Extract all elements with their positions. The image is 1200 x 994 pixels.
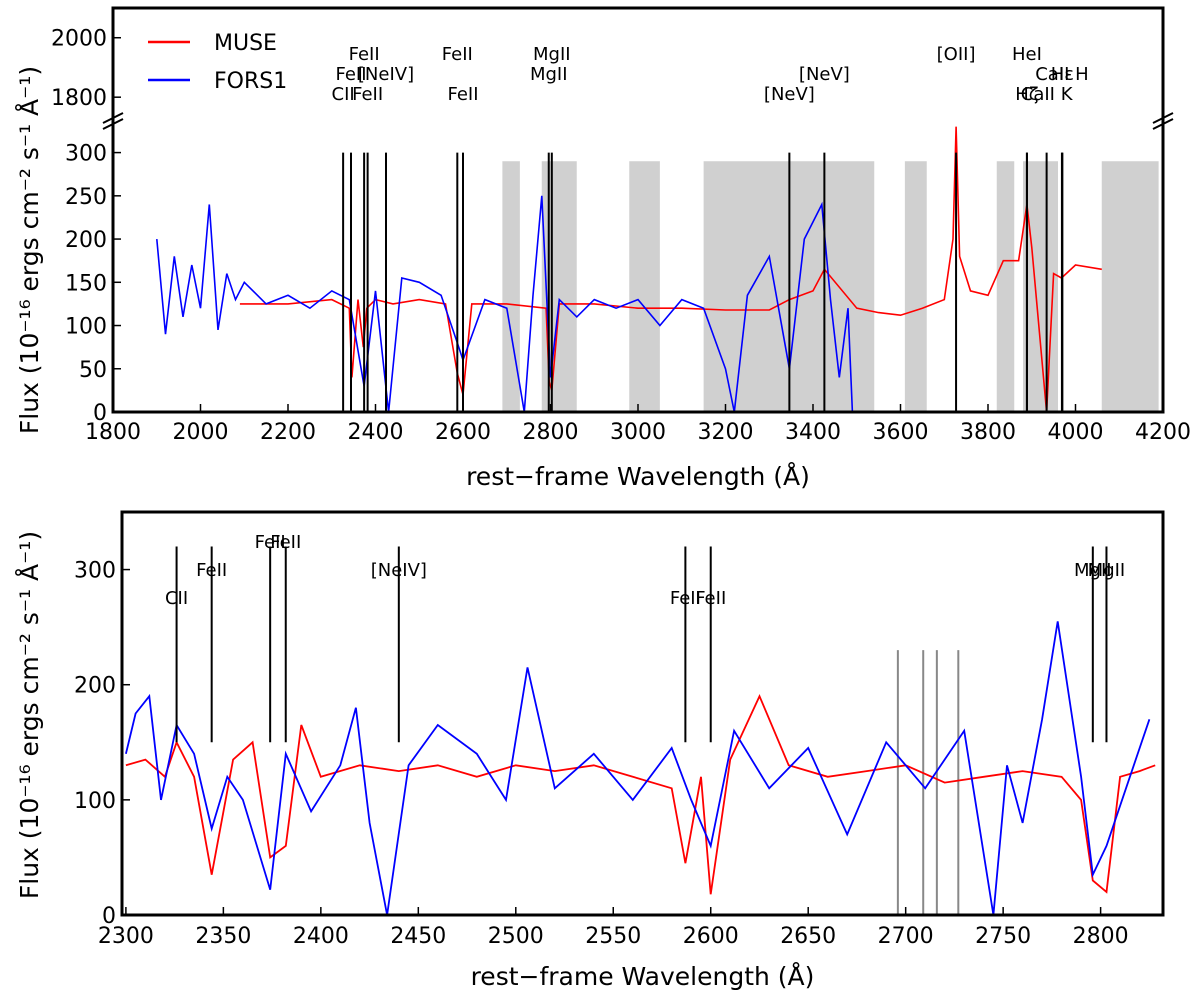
x-tick-label: 1800 bbox=[85, 420, 141, 445]
emission-line-label: FeII bbox=[196, 560, 227, 581]
y-axis-title: Flux (10⁻¹⁶ ergs cm⁻² s⁻¹ Å⁻¹) bbox=[15, 531, 44, 899]
masked-region bbox=[996, 161, 1015, 412]
emission-line-label: Hε bbox=[1051, 64, 1074, 85]
y-tick-label: 1800 bbox=[51, 86, 107, 111]
y-tick-label: 200 bbox=[65, 228, 107, 253]
x-tick-label: 2800 bbox=[1073, 924, 1129, 949]
emission-line-label: FeII bbox=[270, 532, 301, 553]
emission-line-label: FeII bbox=[442, 44, 473, 65]
axis-break-mark bbox=[1152, 112, 1174, 130]
masked-region bbox=[1101, 161, 1159, 412]
masked-region bbox=[904, 161, 927, 412]
x-axis-title: rest−frame Wavelength (Å) bbox=[466, 462, 810, 491]
emission-line-label: [NeIV] bbox=[358, 64, 414, 85]
series-line-fors1 bbox=[156, 195, 854, 413]
masked-region bbox=[629, 161, 660, 412]
y-tick-label: 100 bbox=[74, 789, 116, 814]
y-tick-label: 200 bbox=[74, 674, 116, 699]
series-line-muse bbox=[239, 126, 1102, 413]
legend-label: MUSE bbox=[214, 31, 277, 56]
x-tick-label: 2550 bbox=[585, 924, 641, 949]
x-tick-label: 4200 bbox=[1135, 420, 1191, 445]
emission-line-label: CaII K bbox=[1021, 84, 1074, 105]
x-tick-label: 3400 bbox=[785, 420, 841, 445]
emission-line-label: CII bbox=[332, 84, 355, 105]
series-line-fors1 bbox=[125, 621, 1151, 916]
emission-line-label: HeI bbox=[1012, 44, 1042, 65]
series-line-muse bbox=[125, 693, 1156, 895]
top-panel: CIIFeIIFeIIFeII[NeIV]FeIIFeIIMgIIMgII[Ne… bbox=[15, 6, 1191, 491]
y-tick-label: 2000 bbox=[51, 27, 107, 52]
y-tick-label: 100 bbox=[65, 315, 107, 340]
emission-line-label: MgII bbox=[533, 44, 571, 65]
emission-line-label: FeII bbox=[352, 84, 383, 105]
x-tick-label: 2300 bbox=[98, 924, 154, 949]
x-tick-label: 2200 bbox=[260, 420, 316, 445]
y-tick-label: 50 bbox=[79, 358, 107, 383]
x-tick-label: 4000 bbox=[1048, 420, 1104, 445]
axis-break-mark bbox=[102, 112, 124, 130]
emission-line-label: FeII bbox=[447, 84, 478, 105]
masked-region bbox=[541, 161, 577, 412]
y-axis-title: Flux (10⁻¹⁶ ergs cm⁻² s⁻¹ Å⁻¹) bbox=[15, 66, 44, 434]
x-axis-title: rest−frame Wavelength (Å) bbox=[471, 962, 815, 991]
y-tick-label: 300 bbox=[65, 142, 107, 167]
emission-line-label: Hζ bbox=[1015, 84, 1038, 105]
emission-line-label: [OII] bbox=[937, 44, 976, 65]
x-tick-label: 2650 bbox=[780, 924, 836, 949]
x-tick-label: 2450 bbox=[390, 924, 446, 949]
y-tick-label: 250 bbox=[65, 185, 107, 210]
emission-line-label: CaII H bbox=[1035, 64, 1088, 85]
x-tick-label: 2600 bbox=[683, 924, 739, 949]
x-tick-label: 3800 bbox=[960, 420, 1016, 445]
emission-line-label: FeII bbox=[670, 588, 701, 609]
emission-line-label: MgII bbox=[1088, 560, 1126, 581]
emission-line-label: MgII bbox=[1074, 560, 1112, 581]
y-tick-label: 0 bbox=[102, 904, 116, 929]
x-tick-label: 2350 bbox=[195, 924, 251, 949]
masked-region bbox=[502, 161, 520, 412]
emission-line-label: CII bbox=[165, 588, 188, 609]
emission-line-label: FeII bbox=[335, 64, 366, 85]
x-tick-label: 2600 bbox=[435, 420, 491, 445]
plot-frame bbox=[120, 510, 1165, 917]
bottom-panel: CIIFeIIFeIIFeII[NeIV]FeIIFeIIMgIIMgII230… bbox=[15, 510, 1165, 991]
emission-line-label: FeII bbox=[695, 588, 726, 609]
emission-line-label: [NeV] bbox=[799, 64, 850, 85]
x-tick-label: 2000 bbox=[173, 420, 229, 445]
x-tick-label: 3000 bbox=[610, 420, 666, 445]
y-tick-label: 150 bbox=[65, 271, 107, 296]
x-tick-label: 2750 bbox=[975, 924, 1031, 949]
x-tick-label: 2400 bbox=[348, 420, 404, 445]
x-tick-label: 2500 bbox=[488, 924, 544, 949]
y-tick-label: 300 bbox=[74, 559, 116, 584]
emission-line-label: MgII bbox=[530, 64, 568, 85]
emission-line-label: FeII bbox=[255, 532, 286, 553]
emission-line-label: [NeIV] bbox=[371, 560, 427, 581]
x-tick-label: 3200 bbox=[698, 420, 754, 445]
x-tick-label: 2700 bbox=[878, 924, 934, 949]
x-tick-label: 2400 bbox=[293, 924, 349, 949]
x-tick-label: 2800 bbox=[523, 420, 579, 445]
y-tick-label: 0 bbox=[93, 401, 107, 426]
emission-line-label: [NeV] bbox=[764, 84, 815, 105]
x-tick-label: 3600 bbox=[873, 420, 929, 445]
emission-line-label: FeII bbox=[349, 44, 380, 65]
legend-label: FORS1 bbox=[214, 69, 287, 94]
